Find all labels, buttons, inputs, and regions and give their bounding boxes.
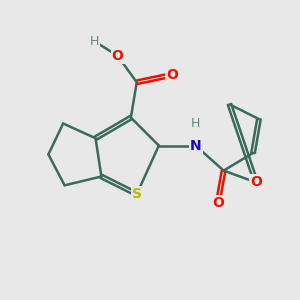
Text: H: H	[89, 34, 99, 48]
Text: S: S	[132, 187, 142, 201]
Text: O: O	[250, 176, 262, 189]
Text: O: O	[112, 49, 124, 63]
Text: O: O	[166, 68, 178, 82]
Text: O: O	[212, 196, 224, 210]
Text: H: H	[191, 117, 200, 130]
Text: N: N	[190, 139, 202, 153]
